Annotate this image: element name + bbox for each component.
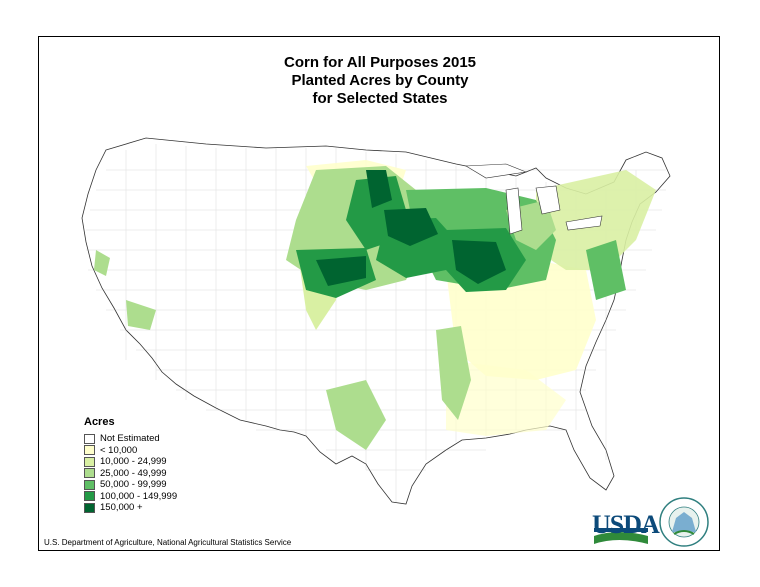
legend-label: < 10,000 bbox=[100, 444, 138, 456]
title-line-3: for Selected States bbox=[312, 90, 448, 107]
source-note: U.S. Department of Agriculture, National… bbox=[44, 538, 292, 547]
legend-label: 50,000 - 99,999 bbox=[100, 479, 167, 491]
legend: Acres Not Estimated < 10,000 10,000 - 24,9… bbox=[84, 416, 177, 514]
legend-label: Not Estimated bbox=[100, 433, 160, 445]
title-line-1: Corn for All Purposes 2015 bbox=[284, 54, 476, 71]
legend-label: 10,000 - 24,999 bbox=[100, 456, 167, 468]
legend-item: < 10,000 bbox=[84, 445, 177, 457]
title-line-2: Planted Acres by County bbox=[291, 72, 469, 89]
legend-swatch bbox=[84, 479, 95, 490]
legend-item: 50,000 - 99,999 bbox=[84, 479, 177, 491]
legend-swatch bbox=[84, 502, 95, 513]
legend-title: Acres bbox=[84, 416, 115, 428]
great-lakes bbox=[464, 163, 603, 235]
legend-swatch bbox=[84, 468, 95, 479]
legend-item: Not Estimated bbox=[84, 433, 177, 445]
legend-swatch bbox=[84, 491, 95, 502]
legend-item: 100,000 - 149,999 bbox=[84, 491, 177, 503]
usda-wordmark: USDA bbox=[592, 510, 660, 539]
map-title: Corn for All Purposes 2015 Planted Acres… bbox=[0, 54, 760, 108]
legend-label: 25,000 - 49,999 bbox=[100, 467, 167, 479]
legend-swatch bbox=[84, 433, 95, 444]
legend-swatch bbox=[84, 445, 95, 456]
legend-items: Not Estimated < 10,000 10,000 - 24,999 25,0… bbox=[84, 433, 177, 514]
us-county-map bbox=[81, 137, 671, 505]
legend-item: 25,000 - 49,999 bbox=[84, 468, 177, 480]
legend-swatch bbox=[84, 456, 95, 467]
legend-item: 150,000 + bbox=[84, 502, 177, 514]
legend-item: 10,000 - 24,999 bbox=[84, 456, 177, 468]
legend-label: 100,000 - 149,999 bbox=[100, 490, 178, 502]
legend-label: 150,000 + bbox=[100, 502, 143, 514]
usda-logo bbox=[594, 497, 709, 547]
